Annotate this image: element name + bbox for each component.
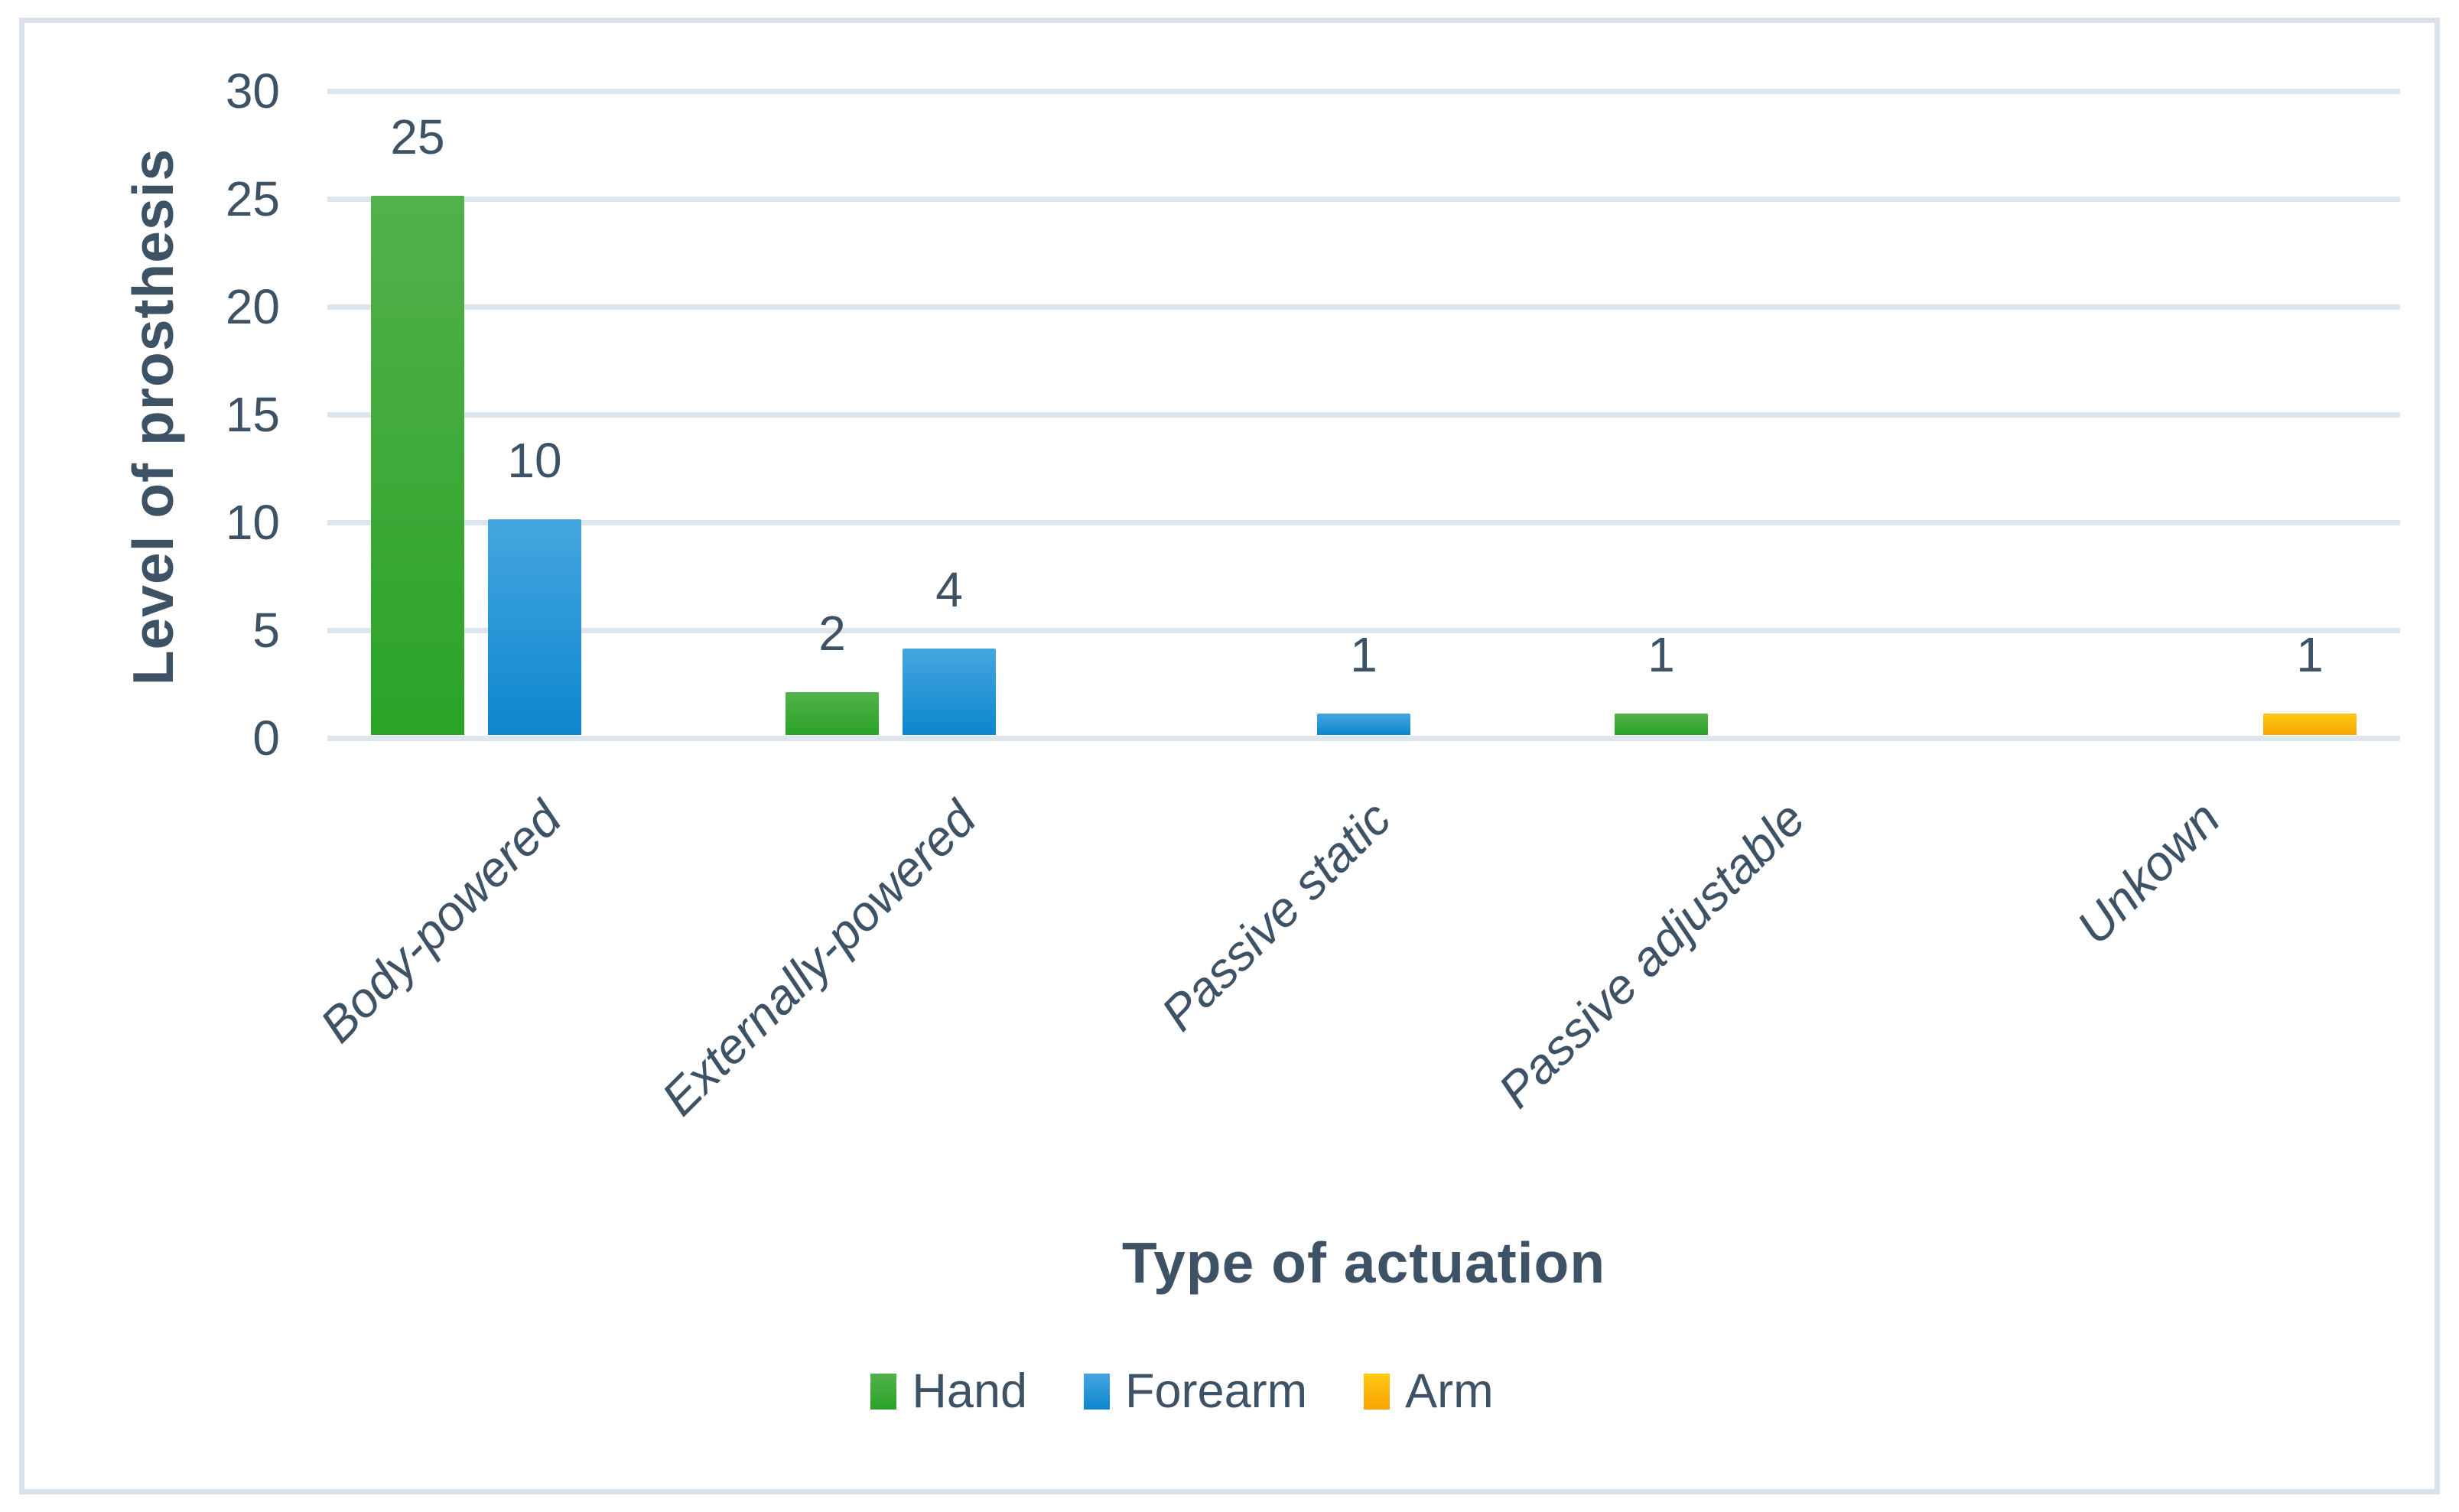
x-axis-title: Type of actuation bbox=[1121, 1231, 1606, 1295]
x-category-label-passive-static: Passive static bbox=[1150, 790, 1401, 1042]
gridline-20 bbox=[327, 304, 2400, 310]
x-category-label-externally-powered: Externally-powered bbox=[651, 790, 987, 1127]
legend-label-hand: Hand bbox=[912, 1364, 1028, 1418]
gridline-5 bbox=[327, 628, 2400, 633]
gridline-30 bbox=[327, 89, 2400, 94]
value-label-forearm-passive-static: 1 bbox=[1350, 627, 1377, 682]
gridline-10 bbox=[327, 520, 2400, 525]
legend-item-forearm: Forearm bbox=[1084, 1367, 1307, 1416]
legend-label-arm: Arm bbox=[1405, 1364, 1494, 1418]
y-tick-label-30: 30 bbox=[225, 63, 280, 119]
bar-forearm-passive-static bbox=[1317, 714, 1410, 735]
bar-hand-passive-adjustable bbox=[1615, 714, 1708, 735]
legend-item-hand: Hand bbox=[870, 1367, 1027, 1416]
bar-hand-body-powered bbox=[371, 196, 464, 735]
value-label-hand-externally-powered: 2 bbox=[818, 606, 846, 661]
legend-swatch-arm bbox=[1364, 1374, 1391, 1410]
gridline-15 bbox=[327, 412, 2400, 418]
y-tick-label-20: 20 bbox=[225, 279, 280, 334]
legend-swatch-forearm bbox=[1084, 1374, 1111, 1410]
x-category-label-body-powered: Body-powered bbox=[310, 790, 572, 1053]
value-label-hand-body-powered: 25 bbox=[390, 109, 445, 164]
y-tick-label-5: 5 bbox=[252, 603, 280, 658]
gridline-25 bbox=[327, 197, 2400, 202]
value-label-arm-unkown: 1 bbox=[2296, 627, 2324, 682]
bar-forearm-body-powered bbox=[488, 519, 581, 735]
legend: Hand Forearm Arm bbox=[0, 1367, 2412, 1416]
x-category-label-unkown: Unkown bbox=[2066, 790, 2230, 955]
bar-arm-unkown bbox=[2263, 714, 2357, 735]
y-tick-label-25: 25 bbox=[225, 171, 280, 226]
y-tick-label-10: 10 bbox=[225, 495, 280, 550]
value-label-forearm-body-powered: 10 bbox=[507, 433, 562, 488]
x-category-label-passive-adjustable: Passive adjustable bbox=[1488, 790, 1816, 1119]
y-axis-title: Level of prosthesis bbox=[121, 148, 185, 686]
y-tick-label-0: 0 bbox=[252, 710, 280, 766]
y-tick-label-15: 15 bbox=[225, 387, 280, 442]
bar-hand-externally-powered bbox=[786, 692, 879, 735]
legend-swatch-hand bbox=[870, 1374, 897, 1410]
bar-forearm-externally-powered bbox=[903, 649, 996, 735]
gridline-0 bbox=[327, 736, 2400, 741]
value-label-forearm-externally-powered: 4 bbox=[935, 562, 963, 617]
legend-item-arm: Arm bbox=[1364, 1364, 1494, 1418]
value-label-hand-passive-adjustable: 1 bbox=[1647, 627, 1675, 682]
legend-label-forearm: Forearm bbox=[1125, 1364, 1308, 1418]
